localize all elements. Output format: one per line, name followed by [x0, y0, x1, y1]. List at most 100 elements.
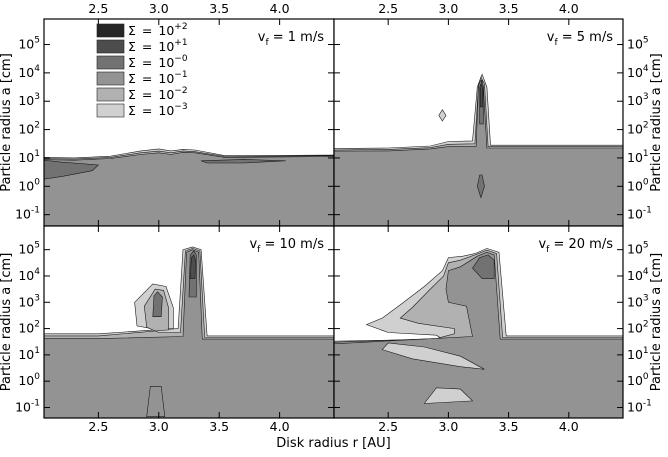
- y-tick-exp: 5: [643, 241, 649, 251]
- y-tick-base: 10: [18, 122, 34, 137]
- panel-label: vf = 10 m/s: [249, 237, 324, 255]
- y-tick-exp: 3: [34, 92, 40, 102]
- y-tick-base: 10: [627, 65, 643, 80]
- panel-label-v: v: [538, 237, 546, 252]
- legend-eq: =: [142, 103, 152, 118]
- y-axis-title-left: Particle radius a [cm]: [0, 253, 14, 392]
- legend-base: 10: [158, 103, 174, 118]
- y-tick-exp: 3: [34, 293, 40, 303]
- y-axis-title-right: Particle radius a [cm]: [649, 253, 664, 392]
- panel-3: [44, 226, 334, 418]
- y-tick-exp: 0: [643, 177, 649, 187]
- legend-symbol: Σ: [128, 23, 136, 38]
- legend-entry: Σ = 10−0: [128, 54, 188, 70]
- y-tick-exp: 1: [643, 149, 649, 159]
- y-tick-label: 101: [18, 346, 40, 362]
- x-tick-label-bottom: 3.5: [499, 419, 519, 434]
- y-tick-exp: 5: [34, 241, 40, 251]
- legend-eq: =: [142, 87, 152, 102]
- legend-exp: −3: [174, 102, 187, 112]
- legend-swatch: [96, 55, 125, 70]
- panel-2: [334, 19, 623, 226]
- y-tick-base: 10: [18, 347, 34, 362]
- contour-region-level-0: [423, 387, 474, 404]
- y-tick-base: 10: [15, 207, 31, 222]
- y-tick-base: 10: [627, 207, 643, 222]
- panel-4: [334, 226, 623, 418]
- legend-swatch: [96, 23, 125, 38]
- y-tick-label: 105: [18, 36, 40, 52]
- y-tick-exp: 3: [643, 92, 649, 102]
- legend-exp: −0: [174, 54, 188, 64]
- y-tick-exp: 1: [34, 149, 40, 159]
- y-tick-base: 10: [627, 399, 643, 414]
- legend-symbol: Σ: [128, 55, 136, 70]
- panel-label-sub: f: [554, 38, 558, 48]
- y-tick-label: 102: [627, 320, 649, 336]
- contour-region-level-2: [334, 79, 623, 226]
- y-tick-base: 10: [15, 399, 31, 414]
- x-tick-label-top: 3.0: [438, 1, 458, 16]
- y-tick-exp: 4: [643, 267, 649, 277]
- y-tick-base: 10: [18, 321, 34, 336]
- y-tick-exp: 4: [643, 64, 649, 74]
- y-tick-label: 10-1: [15, 206, 40, 222]
- y-tick-label: 105: [627, 241, 649, 257]
- x-tick-label-bottom: 4.0: [559, 419, 579, 434]
- legend-base: 10: [158, 87, 174, 102]
- y-tick-exp: 5: [643, 36, 649, 46]
- legend-entry: Σ = 10−1: [128, 70, 188, 86]
- y-tick-base: 10: [18, 294, 34, 309]
- panel-label: vf = 5 m/s: [547, 30, 613, 48]
- x-tick-label-top: 4.0: [559, 1, 579, 16]
- contour-region-level-3: [476, 174, 485, 199]
- legend-eq: =: [142, 39, 152, 54]
- legend-symbol: Σ: [128, 103, 136, 118]
- x-tick-label-bottom: 2.5: [88, 419, 108, 434]
- y-tick-base: 10: [627, 321, 643, 336]
- legend-symbol: Σ: [128, 71, 136, 86]
- x-axis-title: Disk radius r [AU]: [276, 436, 390, 451]
- panel-label-value: = 1 m/s: [269, 30, 325, 45]
- panel-label: vf = 1 m/s: [258, 30, 324, 48]
- legend-exp: +2: [174, 22, 187, 32]
- y-tick-exp: -1: [643, 398, 652, 408]
- panel-label-sub: f: [257, 245, 261, 255]
- y-tick-exp: 4: [34, 64, 40, 74]
- contour-region-level-0: [381, 342, 485, 370]
- y-tick-base: 10: [627, 373, 643, 388]
- y-tick-label: 104: [627, 267, 649, 283]
- y-tick-base: 10: [627, 268, 643, 283]
- y-tick-label: 101: [18, 149, 40, 165]
- panel-label-v: v: [547, 30, 555, 45]
- y-tick-label: 101: [627, 346, 649, 362]
- y-axis-title-left: Particle radius a [cm]: [0, 53, 14, 192]
- y-tick-base: 10: [18, 150, 34, 165]
- contour-region-level-2: [44, 249, 334, 418]
- y-tick-exp: 2: [34, 320, 40, 330]
- legend-entry: Σ = 10−2: [128, 86, 188, 102]
- y-tick-base: 10: [627, 294, 643, 309]
- contour-region-level-3: [200, 159, 286, 164]
- x-tick-label-top: 2.5: [378, 1, 398, 16]
- y-tick-label: 105: [18, 241, 40, 257]
- y-tick-base: 10: [627, 347, 643, 362]
- legend-symbol: Σ: [128, 87, 136, 102]
- y-tick-label: 103: [18, 293, 40, 309]
- legend-entry: Σ = 10−3: [128, 102, 188, 118]
- contour-region-level-4: [189, 254, 196, 279]
- y-tick-label: 10-1: [627, 398, 652, 414]
- legend-symbol: Σ: [128, 39, 136, 54]
- y-tick-exp: 2: [643, 121, 649, 131]
- contour-region-level-4: [479, 83, 484, 108]
- y-tick-exp: 1: [643, 346, 649, 356]
- y-tick-base: 10: [18, 178, 34, 193]
- y-axis-title-right: Particle radius a [cm]: [649, 53, 664, 192]
- legend-eq: =: [142, 71, 152, 86]
- legend-swatch: [96, 71, 125, 86]
- y-tick-label: 103: [18, 92, 40, 108]
- x-tick-label-bottom: 3.5: [209, 419, 229, 434]
- y-tick-base: 10: [18, 242, 34, 257]
- y-tick-label: 102: [18, 320, 40, 336]
- y-tick-label: 103: [627, 293, 649, 309]
